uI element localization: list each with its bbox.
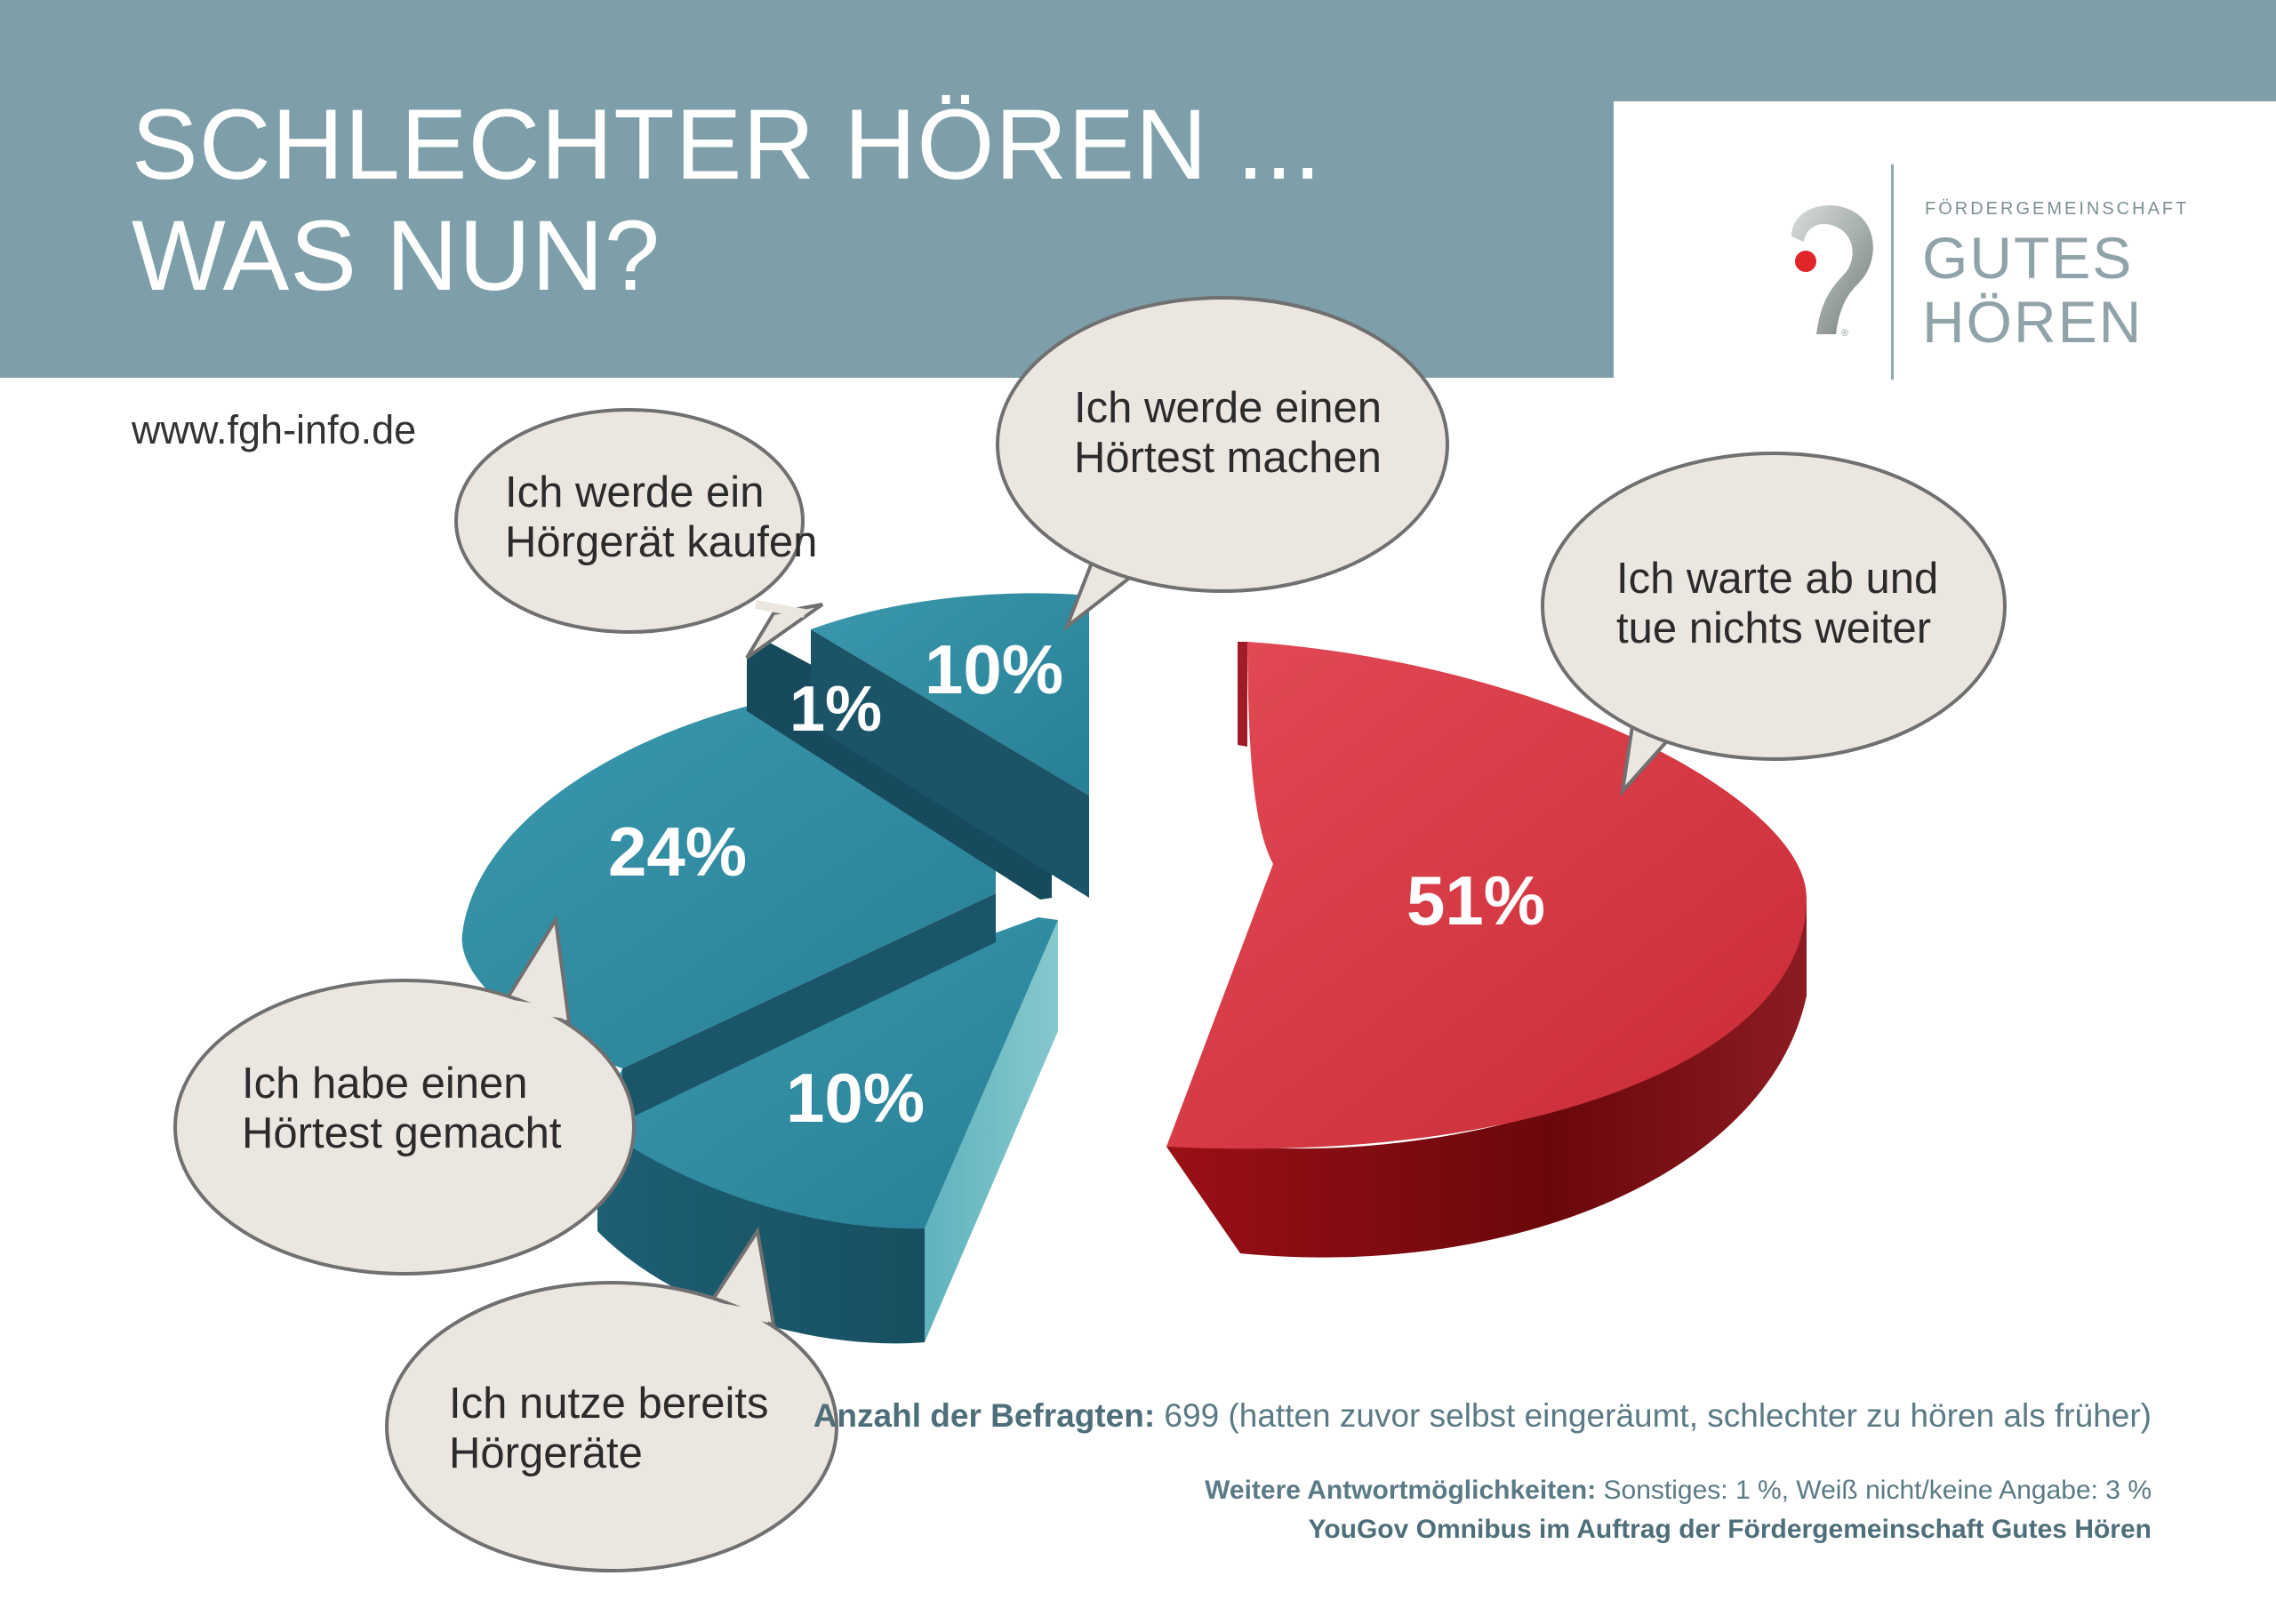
bubble-kaufen-line-1: Ich werde ein: [505, 468, 764, 516]
title-line-2: WAS NUN?: [132, 200, 661, 311]
slice-10b: [597, 917, 1058, 1229]
slice-cut-51: [1238, 642, 1247, 747]
slice-side-24: [622, 893, 996, 1122]
respondents-text: 699 (hatten zuvor selbst eingeräumt, sch…: [1155, 1397, 2152, 1434]
bubble-hoertest-gemacht-line-2: Hörtest gemacht: [242, 1109, 562, 1157]
respondents-note: Anzahl der Befragten: 699 (hatten zuvor …: [813, 1397, 2152, 1435]
respondents-label: Anzahl der Befragten:: [813, 1397, 1156, 1434]
slice-10a: [811, 593, 1089, 796]
slice-51: [1166, 642, 1807, 1149]
slice-light-10b: [925, 920, 1058, 1342]
website-url: www.fgh-info.de: [132, 407, 417, 452]
label-24: 24%: [608, 812, 747, 891]
other-answers-note: Weitere Antwortmöglichkeiten: Sonstiges:…: [1205, 1476, 2152, 1506]
logo-panel: [1614, 101, 2276, 378]
bubble-hoertest-machen: Ich werde einen Hörtest machen: [996, 296, 1449, 633]
slice-side-51: [1166, 898, 1807, 1258]
slice-24: [461, 698, 996, 1068]
label-10-upper: 10%: [925, 630, 1063, 708]
bubble-abwarten-line-2: tue nichts weiter: [1616, 604, 1931, 652]
bubble-hoergeraete-line-2: Hörgeräte: [449, 1429, 643, 1477]
bubble-hoertest-machen-line-2: Hörtest machen: [1074, 434, 1382, 482]
bubble-hoergeraete: Ich nutze bereits Hörgeräte: [385, 1226, 838, 1572]
logo-word-1: GUTES: [1922, 225, 2134, 291]
bubble-hoertest-machen-line-1: Ich werde einen: [1074, 384, 1382, 432]
ear-logo-icon: ®: [1791, 204, 1873, 339]
page-title: SCHLECHTER HÖREN ... WAS NUN?: [132, 89, 1322, 311]
title-line-1: SCHLECHTER HÖREN ...: [132, 89, 1323, 200]
source-note: YouGov Omnibus im Auftrag der Fördergeme…: [1308, 1515, 2152, 1544]
bubble-kaufen-line-2: Hörgerät kaufen: [505, 518, 817, 566]
logo-divider: [1891, 164, 1894, 380]
label-51: 51%: [1406, 861, 1545, 940]
bubble-abwarten-line-1: Ich warte ab und: [1616, 555, 1938, 603]
slice-side-10a: [811, 629, 1089, 898]
logo-word-2: HÖREN: [1922, 289, 2144, 355]
label-10-lower: 10%: [786, 1059, 925, 1137]
bubble-hoergeraete-line-1: Ich nutze bereits: [449, 1380, 769, 1428]
bubble-kaufen: Ich werde ein Hörgerät kaufen: [454, 408, 824, 660]
logo-wordmark: GUTES HÖREN: [1922, 226, 2143, 354]
other-answers-text: Sonstiges: 1 %, Weiß nicht/keine Angabe:…: [1596, 1476, 2152, 1505]
bubble-abwarten: Ich warte ab und tue nichts weiter: [1541, 452, 2007, 797]
registered-mark: ®: [1841, 328, 1848, 339]
logo-subtitle: FÖRDERGEMEINSCHAFT: [1925, 199, 2190, 219]
bubble-hoertest-gemacht: Ich habe einen Hörtest gemacht: [173, 915, 636, 1276]
other-answers-label: Weitere Antwortmöglichkeiten:: [1205, 1476, 1597, 1505]
bubble-hoertest-gemacht-line-1: Ich habe einen: [242, 1060, 528, 1108]
label-1: 1%: [789, 674, 882, 745]
